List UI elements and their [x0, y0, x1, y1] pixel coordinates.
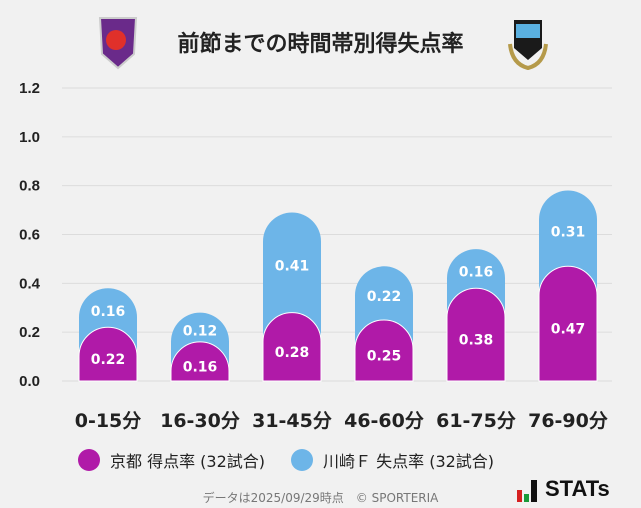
legend: 京都 得点率 (32試合) 川崎Ｆ 失点率 (32試合)	[78, 448, 520, 472]
y-tick-label: 1.0	[19, 129, 40, 146]
data-label-kyoto: 0.28	[275, 345, 310, 361]
bar-chart: 0.0 0.2 0.4 0.6 0.8 1.0 1.2 0.22 0.16 0-15分 0.16 0.…	[19, 80, 612, 432]
bar-kyoto	[538, 265, 598, 382]
x-tick-label: 76-90分	[528, 410, 608, 432]
data-label-kyoto: 0.22	[91, 352, 126, 368]
data-label-kawasaki: 0.41	[275, 259, 310, 275]
data-label-kyoto: 0.38	[459, 333, 494, 349]
legend-swatch	[78, 449, 100, 471]
kawasaki-frontale-logo	[506, 14, 550, 74]
x-tick-label: 0-15分	[75, 410, 142, 432]
bar-kyoto	[446, 287, 506, 382]
x-tick-label: 16-30分	[160, 410, 240, 432]
y-tick-label: 0.6	[19, 227, 40, 244]
legend-label: 京都 得点率 (32試合)	[110, 452, 266, 471]
bar-kyoto	[262, 312, 322, 382]
data-label-kawasaki: 0.31	[551, 224, 586, 240]
legend-item-kawasaki[interactable]: 川崎Ｆ 失点率 (32試合)	[291, 448, 494, 472]
data-label-kawasaki: 0.16	[91, 304, 126, 320]
stats-logo: STATs	[517, 476, 610, 502]
data-label-kawasaki: 0.22	[367, 289, 402, 305]
y-tick-label: 0.2	[19, 324, 40, 341]
y-tick-label: 0.0	[19, 373, 40, 390]
bar-kyoto	[170, 341, 230, 382]
x-tick-label: 31-45分	[252, 410, 332, 432]
footer-note: データは2025/09/29時点 © SPORTERIA	[202, 491, 439, 505]
legend-swatch	[291, 449, 314, 471]
stats-brand: STATs	[545, 476, 610, 501]
legend-label: 川崎Ｆ 失点率 (32試合)	[323, 452, 495, 471]
data-label-kawasaki: 0.12	[183, 323, 218, 339]
chart-title: 前節までの時間帯別得失点率	[177, 32, 464, 57]
bar-kyoto	[354, 319, 414, 382]
data-label-kyoto: 0.47	[551, 322, 586, 338]
data-label-kyoto: 0.25	[367, 348, 402, 364]
legend-item-kyoto[interactable]: 京都 得点率 (32試合)	[78, 448, 265, 472]
stats-bars-icon	[517, 480, 537, 502]
kyoto-sanga-logo	[98, 14, 138, 74]
data-label-kyoto: 0.16	[183, 359, 218, 375]
x-tick-label: 61-75分	[436, 410, 516, 432]
y-tick-label: 1.2	[19, 80, 40, 97]
bar-kyoto	[78, 326, 138, 382]
data-label-kawasaki: 0.16	[459, 265, 494, 281]
y-tick-label: 0.8	[19, 178, 40, 195]
y-tick-label: 0.4	[19, 275, 41, 292]
x-tick-label: 46-60分	[344, 410, 424, 432]
